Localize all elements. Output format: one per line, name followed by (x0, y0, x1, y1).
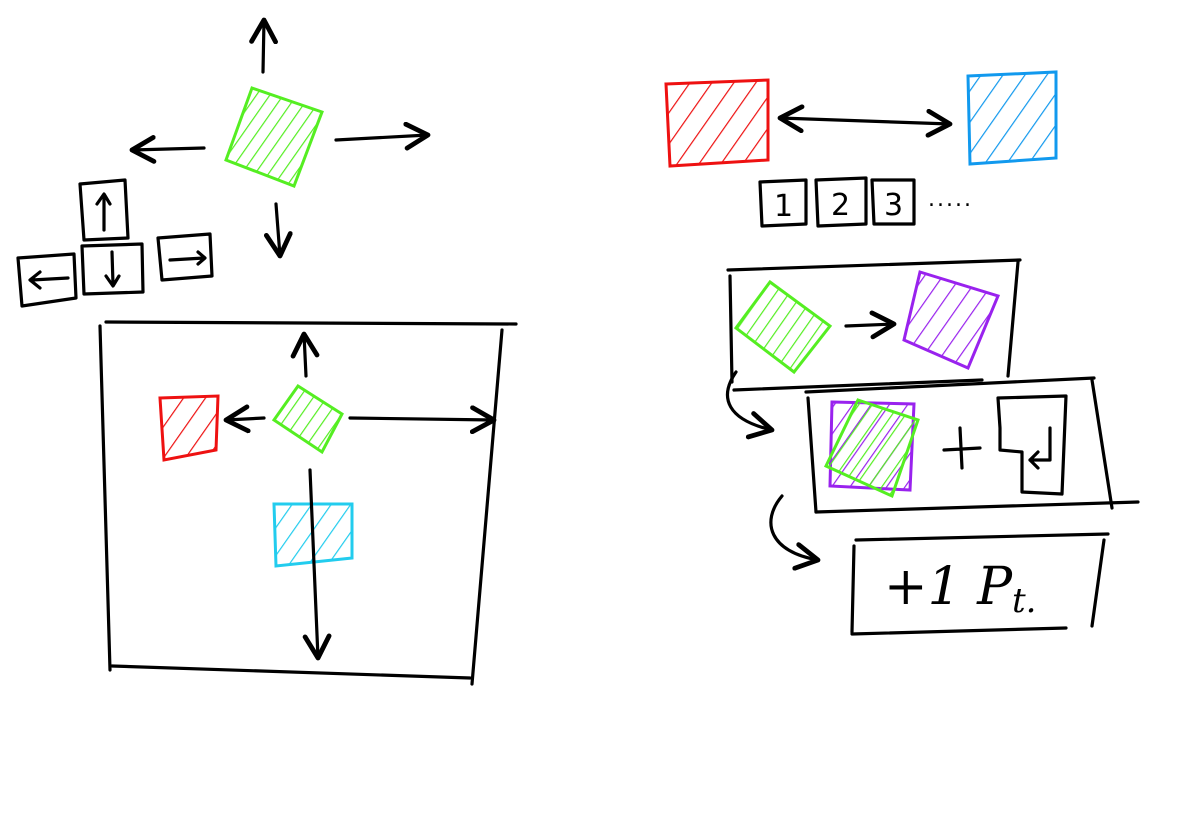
right-arrow-glyph-icon (168, 250, 207, 266)
red-block-icon (664, 78, 770, 168)
up-arrow-glyph-icon (95, 192, 112, 232)
arrow-down-icon (263, 202, 293, 259)
level-3-button[interactable]: 3 (870, 178, 916, 226)
board-arrow-down-icon (302, 468, 332, 661)
down-arrow-glyph-icon (104, 250, 121, 288)
swap-arrow-icon (777, 104, 953, 138)
left-arrow-glyph-icon (28, 270, 70, 290)
arrow-keys (16, 178, 214, 308)
enter-key-icon (996, 394, 1068, 496)
reward-suffix: t. (1012, 581, 1036, 621)
panel-purple-block-icon (902, 270, 1001, 370)
flow-arrow-2-icon (769, 494, 821, 571)
level-2-label: 2 (831, 188, 850, 223)
key-right[interactable] (156, 232, 214, 282)
flow-arrow-icon (726, 370, 775, 440)
level-2-button[interactable]: 2 (814, 176, 868, 228)
more-levels-ellipsis: ..... (928, 187, 973, 212)
arrow-left-icon (129, 135, 206, 164)
game-board (98, 320, 518, 686)
player-block-icon (224, 86, 324, 188)
blue-block-icon (966, 70, 1058, 166)
board-arrow-left-icon (223, 404, 266, 434)
level-3-label: 3 (884, 188, 903, 223)
level-selector: 1 2 3 ..... (758, 176, 973, 228)
board-arrow-right-icon (348, 405, 497, 435)
board-arrow-up-icon (290, 331, 320, 378)
combine-panel (804, 376, 1140, 514)
movement-diagram (129, 17, 431, 259)
panel-green-block-icon (733, 279, 833, 375)
board-red-block-icon (158, 394, 220, 462)
color-swap-diagram (664, 70, 1058, 168)
level-1-button[interactable]: 1 (758, 178, 808, 228)
combine-green-block-icon (823, 398, 920, 499)
level-1-label: 1 (774, 189, 793, 224)
transform-panel (726, 258, 1022, 392)
board-player-block-icon (271, 383, 344, 455)
arrow-up-icon (249, 17, 278, 74)
plus-sign-icon (942, 426, 982, 470)
reward-panel: +1 P t. (850, 532, 1110, 636)
reward-text: +1 P (884, 557, 1013, 617)
transform-arrow-icon (844, 310, 897, 340)
arrow-right-icon (334, 121, 431, 151)
key-up[interactable] (78, 178, 130, 242)
key-down[interactable] (80, 242, 145, 296)
key-left[interactable] (16, 252, 78, 308)
